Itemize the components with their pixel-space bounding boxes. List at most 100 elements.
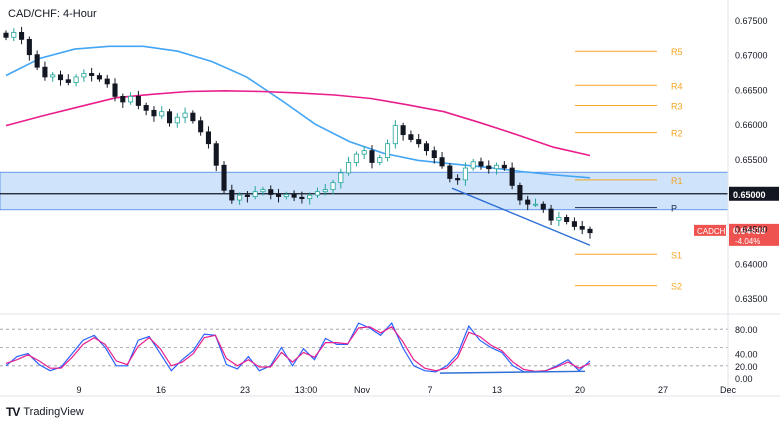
candle-body xyxy=(330,182,336,191)
pivot-label-r4: R4 xyxy=(671,81,683,91)
candle-body xyxy=(439,157,445,167)
candle xyxy=(291,190,297,202)
ma-line-1 xyxy=(5,45,591,179)
candle-body xyxy=(221,164,227,191)
candle xyxy=(408,130,414,143)
candle xyxy=(525,195,531,211)
candle xyxy=(392,120,398,149)
pivot-levels: R5 R4 R3 R2 R1 P S1 S2 xyxy=(0,47,728,292)
candle xyxy=(275,188,282,203)
candle-body xyxy=(494,164,500,170)
candle-body xyxy=(423,143,430,152)
price-tick-label: 0.65500 xyxy=(735,155,768,165)
candle xyxy=(346,156,352,176)
candle xyxy=(229,184,235,204)
candle xyxy=(330,179,336,195)
time-tick-label: 7 xyxy=(427,385,432,395)
ma-line-2 xyxy=(5,89,591,157)
candle-body xyxy=(11,32,17,38)
candle-body xyxy=(525,199,531,205)
candle xyxy=(3,30,9,41)
time-tick-label: 13 xyxy=(492,385,502,395)
candle xyxy=(501,161,507,171)
pivot-label-r3: R3 xyxy=(671,101,683,111)
last-price-value: 0.64438 xyxy=(733,226,766,236)
candle xyxy=(89,67,95,82)
candle xyxy=(532,198,539,207)
trendlines xyxy=(451,187,591,246)
candle-body xyxy=(57,74,64,81)
candle-body xyxy=(470,161,476,169)
candle xyxy=(166,108,173,127)
candlesticks xyxy=(3,26,593,239)
pivot-label-r2: R2 xyxy=(671,129,683,139)
candle-body xyxy=(408,134,414,140)
candle-body xyxy=(19,32,25,40)
candle-body xyxy=(182,112,188,118)
pivot-label-s1: S1 xyxy=(671,250,682,260)
stoch-line-d xyxy=(5,326,591,372)
time-tick-label: Nov xyxy=(354,385,371,395)
stoch-tick-label: 80.00 xyxy=(735,325,758,335)
candle xyxy=(431,146,437,164)
price-tick-label: 0.64000 xyxy=(735,259,768,269)
candle xyxy=(143,102,149,116)
candle-body xyxy=(283,194,289,197)
candle xyxy=(268,185,274,200)
price-axis: 0.65000 CADCHF 0.64438-4.04% 0.67500 0.67000… xyxy=(0,0,780,397)
stoch-tick-label: 40.00 xyxy=(735,350,758,360)
tradingview-brand: TV TradingView xyxy=(6,405,84,419)
candle xyxy=(556,211,562,227)
candle-body xyxy=(455,178,461,181)
time-tick-label: 27 xyxy=(658,385,668,395)
time-tick-label: Dec xyxy=(720,385,737,395)
candle xyxy=(353,151,359,167)
candle-body xyxy=(447,165,453,179)
candle xyxy=(564,214,570,225)
candle-body xyxy=(361,150,367,155)
candle xyxy=(135,90,141,110)
candle-body xyxy=(291,194,297,198)
candle xyxy=(361,146,367,159)
time-tick-label: 13:00 xyxy=(295,385,318,395)
candle-body xyxy=(135,96,141,106)
candle xyxy=(540,201,546,213)
candle xyxy=(57,70,64,86)
candle-body xyxy=(112,83,118,97)
candle xyxy=(159,106,165,119)
stoch-tick-label: 20.00 xyxy=(735,362,758,372)
price-line-tag-label: 0.65000 xyxy=(733,190,766,200)
candle xyxy=(416,133,422,148)
price-tick-label: 0.67000 xyxy=(735,51,768,61)
candle xyxy=(548,204,554,226)
candle-body xyxy=(377,157,383,163)
candle xyxy=(205,126,211,149)
candle xyxy=(283,191,289,200)
candle-body xyxy=(462,167,468,181)
candle-body xyxy=(65,79,71,83)
candle-body xyxy=(198,120,204,133)
candle-body xyxy=(501,164,507,169)
candle xyxy=(244,190,250,203)
candle-body xyxy=(229,189,235,201)
candle xyxy=(11,28,17,42)
stochastic-panel: 80.00 40.00 20.00 0.00 xyxy=(0,322,758,384)
candle xyxy=(439,152,445,169)
candle-body xyxy=(26,38,32,56)
candle-body xyxy=(353,153,359,163)
candle xyxy=(182,107,188,124)
candle xyxy=(571,217,577,231)
candle xyxy=(198,116,204,136)
symbol-tag xyxy=(694,224,726,236)
candle xyxy=(112,78,118,102)
candle-body xyxy=(50,74,56,78)
candle xyxy=(73,74,79,87)
candle xyxy=(96,72,102,82)
candle xyxy=(377,154,383,166)
candle-body xyxy=(143,105,149,111)
time-tick-label: 9 xyxy=(76,385,81,395)
last-price-tag xyxy=(729,223,779,246)
price-tick-label: 0.66000 xyxy=(735,120,768,130)
candle-body xyxy=(571,221,577,227)
